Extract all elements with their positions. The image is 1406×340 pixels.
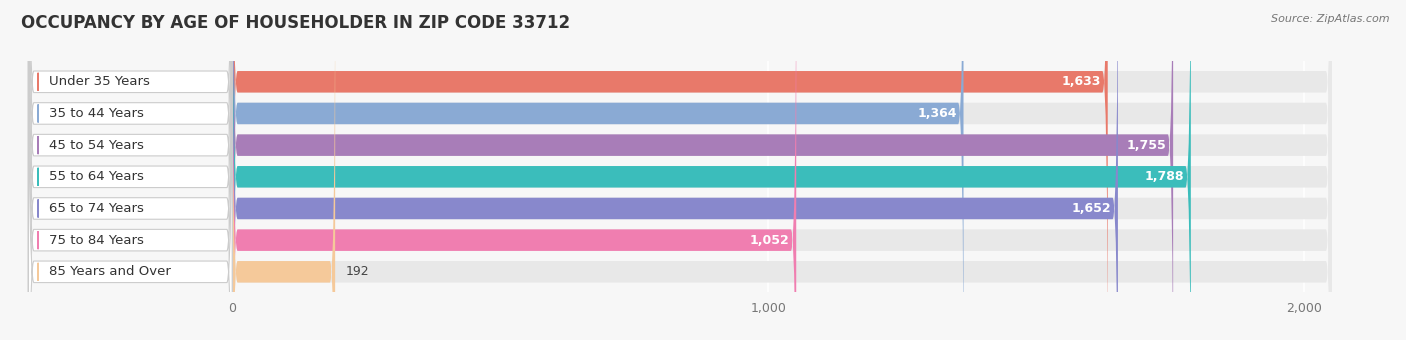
FancyBboxPatch shape — [28, 0, 232, 340]
Text: Source: ZipAtlas.com: Source: ZipAtlas.com — [1271, 14, 1389, 23]
FancyBboxPatch shape — [232, 0, 335, 340]
Text: 35 to 44 Years: 35 to 44 Years — [49, 107, 143, 120]
Text: 1,755: 1,755 — [1128, 139, 1167, 152]
FancyBboxPatch shape — [232, 0, 1331, 340]
FancyBboxPatch shape — [232, 0, 1173, 340]
Text: 192: 192 — [346, 265, 370, 278]
FancyBboxPatch shape — [28, 0, 232, 340]
Text: OCCUPANCY BY AGE OF HOUSEHOLDER IN ZIP CODE 33712: OCCUPANCY BY AGE OF HOUSEHOLDER IN ZIP C… — [21, 14, 571, 32]
FancyBboxPatch shape — [232, 0, 1118, 340]
Text: 65 to 74 Years: 65 to 74 Years — [49, 202, 143, 215]
FancyBboxPatch shape — [232, 0, 1331, 340]
Text: 55 to 64 Years: 55 to 64 Years — [49, 170, 143, 183]
FancyBboxPatch shape — [232, 0, 1331, 340]
FancyBboxPatch shape — [28, 0, 232, 340]
Text: 1,364: 1,364 — [918, 107, 957, 120]
FancyBboxPatch shape — [28, 0, 232, 340]
Text: Under 35 Years: Under 35 Years — [49, 75, 149, 88]
FancyBboxPatch shape — [232, 0, 963, 340]
FancyBboxPatch shape — [232, 0, 1331, 340]
Text: 1,788: 1,788 — [1144, 170, 1184, 183]
Text: 85 Years and Over: 85 Years and Over — [49, 265, 170, 278]
FancyBboxPatch shape — [232, 0, 1108, 340]
FancyBboxPatch shape — [28, 0, 232, 340]
Text: 1,052: 1,052 — [749, 234, 790, 246]
FancyBboxPatch shape — [28, 0, 232, 340]
Text: 45 to 54 Years: 45 to 54 Years — [49, 139, 143, 152]
Text: 75 to 84 Years: 75 to 84 Years — [49, 234, 143, 246]
FancyBboxPatch shape — [232, 0, 1191, 340]
Text: 1,652: 1,652 — [1071, 202, 1112, 215]
FancyBboxPatch shape — [232, 0, 1331, 340]
Text: 1,633: 1,633 — [1062, 75, 1101, 88]
FancyBboxPatch shape — [28, 0, 232, 340]
FancyBboxPatch shape — [232, 0, 796, 340]
FancyBboxPatch shape — [232, 0, 1331, 340]
FancyBboxPatch shape — [232, 0, 1331, 340]
